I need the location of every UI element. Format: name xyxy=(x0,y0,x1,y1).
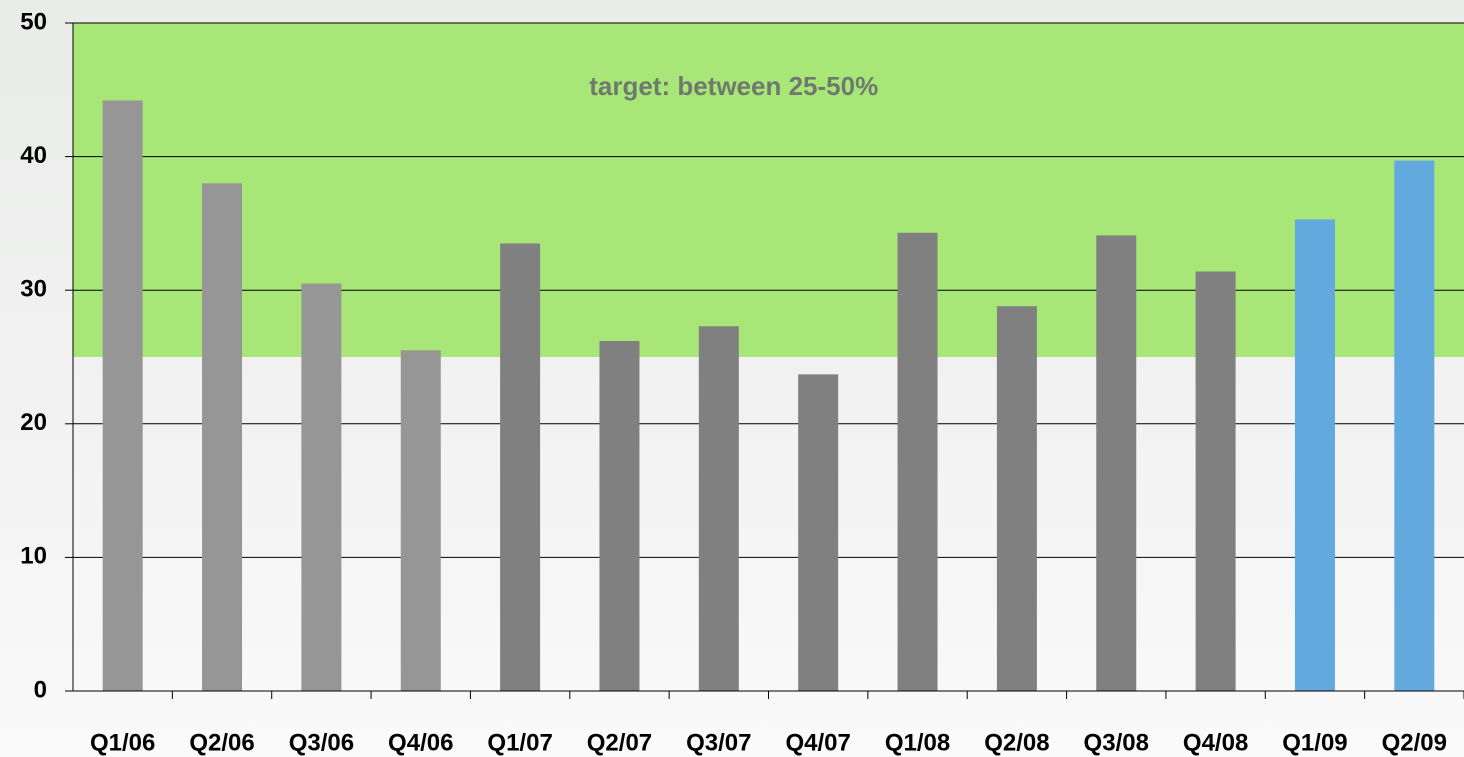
x-tick-label: Q1/07 xyxy=(487,729,552,756)
bar xyxy=(1394,160,1435,691)
bar xyxy=(996,306,1037,691)
x-tick-label: Q4/07 xyxy=(785,729,850,756)
y-tick-label: 10 xyxy=(20,543,47,570)
bar xyxy=(1294,219,1335,691)
x-tick-label: Q3/08 xyxy=(1084,729,1149,756)
bar xyxy=(1195,271,1236,691)
x-tick-label: Q4/06 xyxy=(388,729,453,756)
y-tick-label: 40 xyxy=(20,142,47,169)
bar xyxy=(202,183,243,691)
x-tick-label: Q4/08 xyxy=(1183,729,1248,756)
x-tick-label: Q2/09 xyxy=(1382,729,1447,756)
bar xyxy=(500,243,541,691)
bar xyxy=(400,350,441,691)
bar xyxy=(301,283,342,691)
x-tick-label: Q1/08 xyxy=(885,729,950,756)
y-tick-label: 50 xyxy=(20,8,47,35)
x-tick-label: Q2/08 xyxy=(984,729,1049,756)
bar xyxy=(1096,235,1137,691)
annotation: target: between 25-50% xyxy=(589,71,878,101)
bar xyxy=(897,232,938,691)
bar xyxy=(698,326,739,691)
bar xyxy=(599,340,640,691)
x-tick-label: Q1/06 xyxy=(90,729,155,756)
y-tick-label: 0 xyxy=(34,676,47,703)
y-tick-label: 20 xyxy=(20,409,47,436)
x-tick-label: Q2/06 xyxy=(189,729,254,756)
y-tick-label: 30 xyxy=(20,276,47,303)
bar xyxy=(798,374,839,691)
x-tick-label: Q3/06 xyxy=(289,729,354,756)
x-tick-label: Q2/07 xyxy=(587,729,652,756)
x-tick-label: Q1/09 xyxy=(1282,729,1347,756)
bar xyxy=(102,100,143,692)
x-tick-label: Q3/07 xyxy=(686,729,751,756)
